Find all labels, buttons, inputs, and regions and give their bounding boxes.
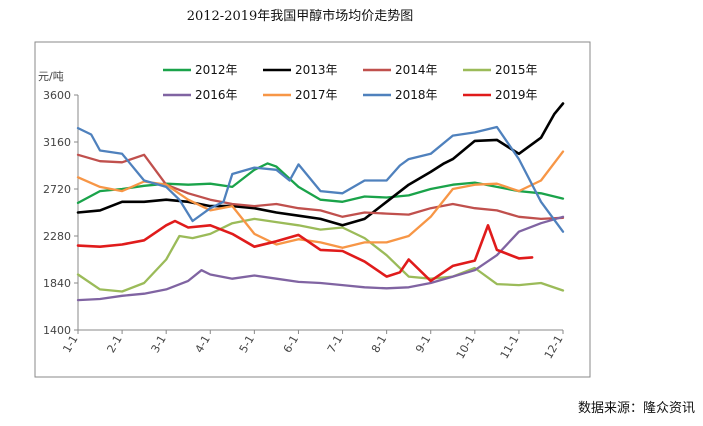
data-source-label: 数据来源：隆众资讯 <box>578 401 695 416</box>
legend-label: 2012年 <box>195 63 238 77</box>
legend-label: 2017年 <box>295 88 338 102</box>
x-tick-label: 5-1 <box>237 333 257 355</box>
series-line <box>76 125 565 233</box>
x-tick-label: 9-1 <box>413 333 433 355</box>
series-lines <box>76 102 565 302</box>
y-axis-unit-label: 元/吨 <box>38 70 64 83</box>
chart-frame <box>34 41 591 378</box>
y-tick-label: 3160 <box>43 136 71 149</box>
legend: 2012年 2013年 2014年 2015年 2016年 2017年 2018年 2019年 <box>163 63 538 102</box>
legend-label: 2014年 <box>395 63 438 77</box>
x-tick-label: 7-1 <box>325 333 345 355</box>
series-line <box>76 217 565 293</box>
y-tick-label: 1840 <box>43 277 71 290</box>
x-tick-label: 10-1 <box>454 333 478 361</box>
x-tick-label: 3-1 <box>149 333 169 355</box>
x-tick-label: 11-1 <box>498 333 522 361</box>
y-tick-label: 2720 <box>43 183 71 196</box>
series-line <box>76 153 565 221</box>
legend-label: 2016年 <box>195 88 238 102</box>
y-tick-label: 3600 <box>43 89 71 102</box>
y-tick-label: 2280 <box>43 230 71 243</box>
legend-label: 2019年 <box>495 88 538 102</box>
legend-label: 2013年 <box>295 63 338 77</box>
x-tick-label: 2-1 <box>104 333 124 355</box>
legend-label: 2015年 <box>495 63 538 77</box>
x-tick-label: 12-1 <box>542 333 566 361</box>
x-tick-label: 8-1 <box>369 333 389 355</box>
x-tick-label: 4-1 <box>193 333 213 355</box>
y-tick-label: 1400 <box>43 324 71 337</box>
chart-title: 2012-2019年我国甲醇市场均价走势图 <box>187 8 414 24</box>
legend-label: 2018年 <box>395 88 438 102</box>
x-tick-label: 6-1 <box>281 333 301 355</box>
series-line <box>76 215 565 302</box>
series-line <box>76 102 565 227</box>
series-line <box>76 219 534 283</box>
